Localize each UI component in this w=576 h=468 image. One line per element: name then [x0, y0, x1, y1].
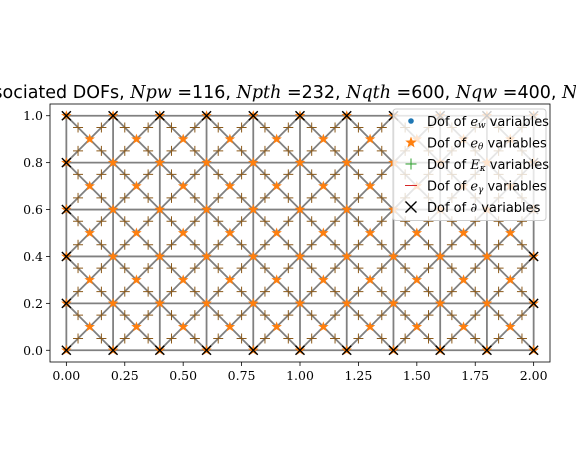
legend-label: Dof of ew variables: [427, 115, 549, 131]
legend-label: Dof of Eκ variables: [427, 158, 549, 174]
x-tick-label: 0.25: [111, 368, 139, 383]
legend-label: Dof of eγ variables: [427, 180, 547, 196]
legend: Dof of ew variables Dof of eθ variables Do…: [393, 109, 549, 221]
x-tick-label: 1.00: [286, 368, 314, 383]
x-tick-label: 0.00: [52, 368, 80, 383]
y-tick-label: 0.0: [23, 343, 43, 358]
x-tick-label: 0.75: [228, 368, 256, 383]
x-tick-label: 1.75: [461, 368, 489, 383]
x-tick-label: 2.00: [520, 368, 548, 383]
x-tick-label: 1.25: [344, 368, 372, 383]
chart-title: th associated DOFs, Npw =116, Npth =232,…: [0, 83, 576, 104]
legend-label: Dof of ∂ variables: [427, 201, 541, 216]
y-tick-label: 1.0: [23, 108, 43, 123]
y-tick-label: 0.6: [23, 202, 43, 217]
x-tick-label: 0.50: [169, 368, 197, 383]
y-tick-label: 0.4: [23, 249, 43, 264]
y-tick-label: 0.8: [23, 155, 43, 170]
y-tick-label: 0.2: [23, 296, 43, 311]
legend-label: Dof of eθ variables: [427, 137, 547, 153]
legend-marker: [408, 118, 414, 124]
x-tick-label: 1.50: [403, 368, 431, 383]
chart-title-text: th associated DOFs, Npw =116, Npth =232,…: [0, 83, 576, 104]
